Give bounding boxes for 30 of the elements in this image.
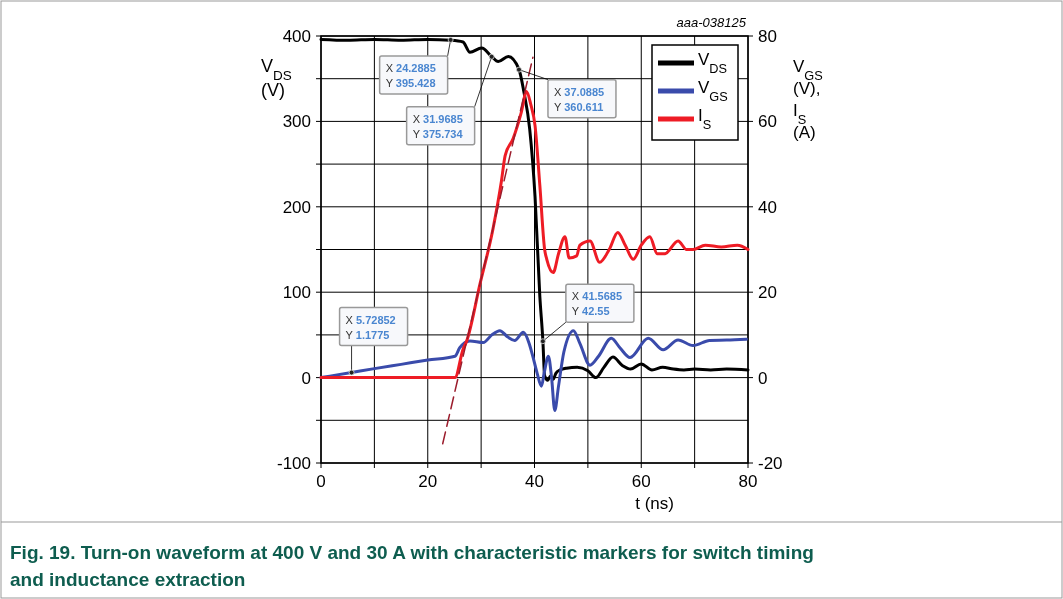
text: aaa-038125: [676, 15, 747, 30]
legend-label: V$_{DS}$: [698, 50, 728, 76]
y-tick-label: -100: [276, 454, 311, 473]
y-axis-title: V$_{DS}$ (V): [261, 56, 292, 100]
x-tick-label: 0: [316, 472, 326, 491]
y-tick-label: 100: [282, 283, 311, 303]
annotation: X 31.9685 Y 375.734: [412, 112, 464, 140]
x-tick-label: 40: [525, 472, 544, 491]
annotation: X 37.0885 Y 360.611: [553, 85, 605, 113]
annotation: X 41.5685 Y 42.55: [571, 290, 623, 318]
x-axis-title: t (ns): [635, 494, 674, 513]
annotation: X 24.2885 Y 395.428: [385, 61, 436, 89]
y2-tick-label: 80: [758, 27, 777, 46]
x-tick-label: 60: [631, 472, 651, 491]
legend-label: V$_{GS}$: [698, 78, 728, 104]
x-tick-label: 80: [738, 472, 758, 491]
y-tick-label: 200: [282, 197, 311, 217]
y-tick-label: 400: [282, 27, 311, 46]
text: Fig. 19. Turn-on waveform at 400 V and 30 A with characteristic markers for switch timing and inductance extraction: [10, 542, 814, 590]
annotation: X 5.72852 Y 1.1775: [345, 313, 396, 341]
y-tick-label: 0: [301, 368, 311, 388]
legend-label: I$_{S}$: [698, 106, 712, 132]
y2-tick-label: 0: [758, 368, 768, 388]
x-tick-label: 20: [418, 472, 438, 491]
y2-tick-label: 20: [758, 283, 777, 303]
y2-tick-label: -20: [758, 454, 783, 473]
y-tick-label: 300: [282, 112, 311, 132]
y2-tick-label: 60: [758, 112, 777, 132]
y2-tick-label: 40: [758, 197, 777, 217]
y2-axis-title: V$_{GS}$ (V), I$_{S}$ (A): [793, 57, 823, 142]
